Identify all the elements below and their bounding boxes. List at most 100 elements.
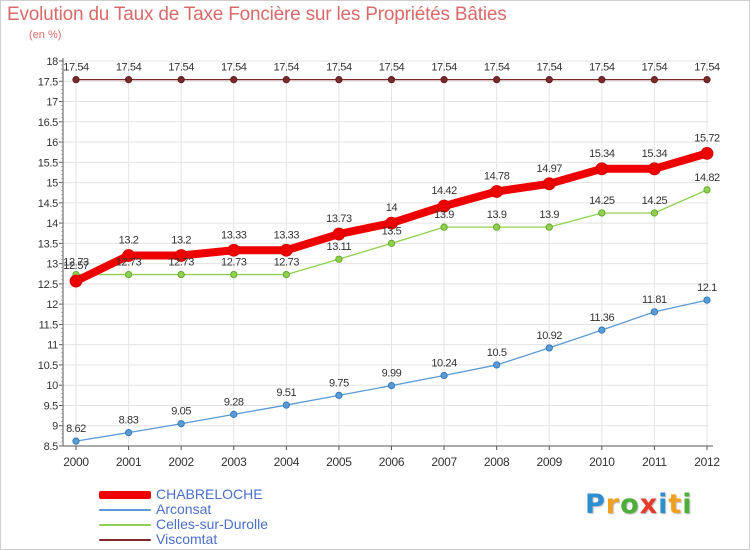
data-point xyxy=(124,270,133,279)
x-tick-label: 2002 xyxy=(168,455,194,469)
logo-letter: i xyxy=(682,489,693,520)
data-label: 12.73 xyxy=(274,257,300,269)
series-viscomtat xyxy=(72,76,711,84)
proxiti-logo: Proxiti xyxy=(585,489,693,520)
y-tick-label: 9 xyxy=(52,421,58,433)
logo-letter: i xyxy=(658,489,669,520)
data-point xyxy=(387,382,396,390)
legend-label: Viscomtat xyxy=(156,531,218,547)
series-celles-sur-durolle xyxy=(72,186,711,279)
y-tick-label: 10 xyxy=(46,380,58,392)
data-point xyxy=(174,249,188,262)
data-label: 14.25 xyxy=(589,195,615,207)
data-label: 13.9 xyxy=(487,209,507,221)
legend-swatch xyxy=(99,539,151,541)
logo-letter: r xyxy=(605,489,621,520)
y-tick-label: 17.5 xyxy=(38,76,58,88)
data-point xyxy=(493,361,501,369)
y-tick-label: 10.5 xyxy=(38,360,58,372)
data-point xyxy=(650,308,659,316)
data-label: 17.54 xyxy=(379,62,405,74)
data-label: 17.54 xyxy=(536,62,562,74)
data-point xyxy=(332,227,346,241)
y-tick-label: 11 xyxy=(47,340,58,352)
data-label: 12.57 xyxy=(63,260,89,272)
data-label: 10.92 xyxy=(536,330,562,342)
y-tick-label: 12.5 xyxy=(38,279,58,291)
x-tick-label: 2000 xyxy=(63,455,89,469)
y-tick-label: 17 xyxy=(46,97,58,109)
y-tick-label: 16 xyxy=(46,137,58,149)
data-point xyxy=(230,76,238,84)
data-point xyxy=(648,162,661,176)
data-point xyxy=(282,401,290,409)
data-label: 9.05 xyxy=(171,406,191,418)
data-label: 14.25 xyxy=(642,195,668,207)
data-point xyxy=(542,177,556,191)
data-label: 11.81 xyxy=(642,294,667,306)
y-tick-label: 12 xyxy=(46,299,58,311)
data-point xyxy=(387,76,396,84)
data-point xyxy=(124,76,133,84)
data-label: 12.73 xyxy=(168,257,194,269)
data-point xyxy=(122,249,135,262)
data-point xyxy=(177,420,185,428)
y-tick-label: 18 xyxy=(46,56,58,68)
data-label: 15.34 xyxy=(589,148,615,160)
x-tick-label: 2005 xyxy=(326,455,352,469)
x-tick-label: 2009 xyxy=(537,455,563,469)
data-point xyxy=(440,76,448,84)
legend-swatch xyxy=(99,491,151,499)
data-point xyxy=(493,223,501,231)
data-label: 15.34 xyxy=(642,148,668,160)
y-tick-label: 13 xyxy=(46,259,58,271)
data-point xyxy=(282,270,290,279)
data-label: 10.24 xyxy=(431,357,457,369)
logo-letter: x xyxy=(639,489,659,520)
data-label: 9.28 xyxy=(224,396,244,408)
y-tick-label: 16.5 xyxy=(38,117,58,129)
data-label: 17.54 xyxy=(168,62,194,74)
data-label: 14.97 xyxy=(536,163,562,175)
data-point xyxy=(72,437,80,445)
data-point xyxy=(703,76,711,84)
series-chabreloche xyxy=(69,146,714,288)
data-label: 11.36 xyxy=(589,312,614,324)
data-point xyxy=(230,410,238,418)
data-point xyxy=(437,199,451,213)
data-point xyxy=(124,429,133,437)
y-tick-label: 13.5 xyxy=(38,238,58,250)
y-tick-label: 15 xyxy=(46,178,58,190)
data-point xyxy=(595,162,609,176)
data-point xyxy=(703,186,711,194)
data-label: 8.83 xyxy=(119,415,139,427)
data-point xyxy=(598,326,606,334)
legend-label: CHABRELOCHE xyxy=(156,486,263,502)
data-point xyxy=(335,255,343,263)
data-label: 12.73 xyxy=(221,257,247,269)
data-point xyxy=(335,391,343,399)
logo-letter: t xyxy=(668,489,683,520)
y-tick-label: 15.5 xyxy=(38,157,58,169)
logo-letter: o xyxy=(620,489,640,520)
data-point xyxy=(72,76,80,84)
data-label: 8.62 xyxy=(66,423,86,435)
data-point xyxy=(177,76,185,84)
data-label: 13.2 xyxy=(119,235,139,247)
data-labels-arconsat: 8.62 8.83 9.05 9.28 9.51 9.75 9.99 10.24 10.5 10.… xyxy=(66,282,717,435)
data-point xyxy=(227,243,241,257)
data-point xyxy=(440,371,448,380)
data-label: 17.54 xyxy=(116,62,142,74)
data-point xyxy=(279,243,293,257)
data-point xyxy=(335,76,343,84)
data-labels-chabreloche: 12.57 13.2 13.2 13.33 13.33 13.73 14 14.42 14.78… xyxy=(63,132,720,272)
data-point xyxy=(650,76,659,84)
data-label: 13.2 xyxy=(171,235,191,247)
data-label: 12.73 xyxy=(116,257,142,269)
legend-swatch xyxy=(99,524,151,526)
x-tick-label: 2007 xyxy=(431,455,457,469)
data-label: 17.54 xyxy=(221,62,247,74)
x-tick-label: 2012 xyxy=(694,455,720,469)
legend-label: Celles-sur-Durolle xyxy=(156,516,269,532)
